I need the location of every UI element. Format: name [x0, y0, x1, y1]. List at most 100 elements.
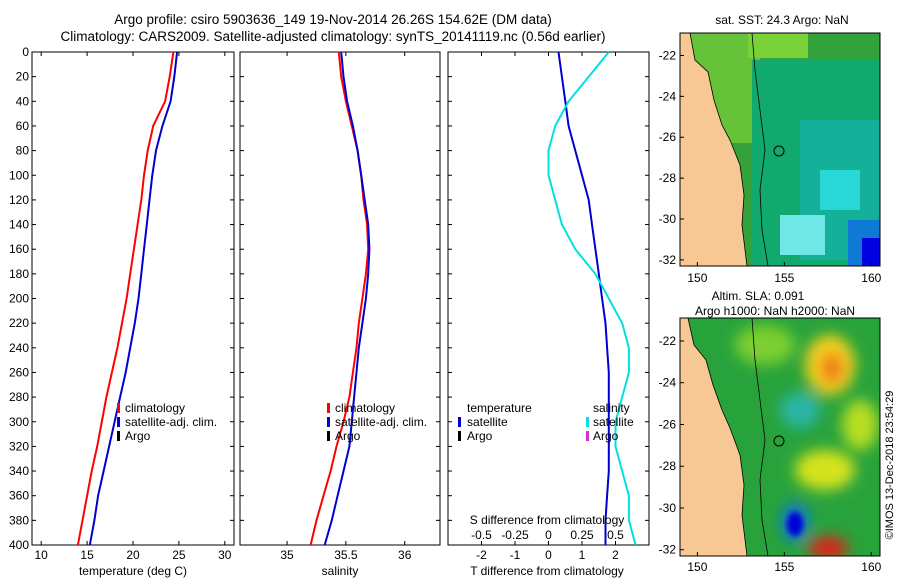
sla-map-ticks: 150 155 160 -22 -24 -26 -28 -30 -32 [659, 334, 882, 574]
legend-swatch-satellite [117, 417, 120, 427]
map-lon-label: 160 [861, 271, 881, 285]
salinity-legend: climatology satellite-adj. clim. Argo [327, 401, 427, 443]
legend-swatch-climatology [327, 403, 330, 413]
x-tick-label: 35 [280, 548, 294, 562]
salinity-difference-label: S difference from climatology [470, 513, 625, 527]
sla-deep-blue-core [787, 512, 803, 536]
legend-label-satellite: satellite-adj. clim. [335, 415, 427, 429]
legend-swatch-satellite [327, 417, 330, 427]
depth-tick-label: 240 [9, 341, 29, 355]
map-lon-label: 160 [861, 560, 881, 574]
depth-tick-label: 340 [9, 464, 29, 478]
salinity-diff-tick-label: 0.25 [570, 528, 594, 542]
sst-darkblue-patch [862, 238, 880, 266]
map-lat-label: -26 [659, 417, 677, 431]
legend-label-s-argo: Argo [593, 429, 619, 443]
depth-tick-label: 320 [9, 439, 29, 453]
sst-cyan-patch-1 [820, 170, 860, 210]
salinity-xlabel: salinity [322, 564, 359, 578]
legend-label-climatology: climatology [335, 401, 395, 415]
x-tick-label: 35.5 [334, 548, 358, 562]
depth-tick-label: 40 [16, 94, 30, 108]
x-tick-label: 20 [126, 548, 140, 562]
legend-title-temperature: temperature [467, 401, 532, 415]
salinity-diff-tick-label: -0.5 [471, 528, 492, 542]
title-line-2: Climatology: CARS2009. Satellite-adjuste… [60, 29, 605, 44]
map-lat-label: -28 [659, 459, 677, 473]
series-line-climatology [76, 51, 175, 545]
x-tick-label: 36 [398, 548, 412, 562]
depth-tick-label: 180 [9, 267, 29, 281]
salinity-diff-tick-label: 0.5 [607, 528, 624, 542]
sst-map [680, 33, 880, 266]
depth-tick-label: 20 [16, 70, 30, 84]
map-lat-label: -22 [659, 48, 677, 62]
legend-label-t-satellite: satellite [467, 415, 508, 429]
x-tick-label: 1 [579, 548, 586, 562]
depth-tick-label: 360 [9, 489, 29, 503]
legend-label-argo: Argo [335, 429, 361, 443]
temperature-x-ticks: 10 15 20 25 30 [35, 52, 232, 562]
map-lat-label: -30 [659, 501, 677, 515]
sla-south-yellow-blob [795, 450, 855, 490]
sst-cyan-patch-2 [780, 215, 825, 255]
legend-label-t-argo: Argo [467, 429, 493, 443]
map-lat-label: -30 [659, 212, 677, 226]
salinity-diff-tick-label: -0.25 [501, 528, 529, 542]
legend-label-climatology: climatology [125, 401, 185, 415]
legend-label-s-satellite: satellite [593, 415, 634, 429]
map-lon-label: 150 [687, 271, 707, 285]
depth-tick-label: 380 [9, 513, 29, 527]
depth-tick-label: 260 [9, 365, 29, 379]
legend-swatch-argo [117, 431, 120, 441]
legend-swatch-argo [327, 431, 330, 441]
x-tick-label: -1 [510, 548, 521, 562]
series-line-climatology [309, 51, 370, 545]
title-line-1: Argo profile: csiro 5903636_149 19-Nov-2… [114, 12, 552, 27]
depth-tick-label: 280 [9, 390, 29, 404]
depth-tick-label: 200 [9, 292, 29, 306]
series-line-satellite-adj-clim- [323, 51, 371, 545]
map-lat-label: -26 [659, 130, 677, 144]
map-lon-label: 150 [687, 560, 707, 574]
depth-tick-label: 120 [9, 193, 29, 207]
imos-stamp: ©IMOS 13-Dec-2018 23:54:29 [884, 391, 896, 540]
argo-location-marker [773, 145, 785, 157]
series-line-salinity-satellite [547, 51, 637, 545]
legend-label-satellite: satellite-adj. clim. [125, 415, 217, 429]
temperature-legend: climatology satellite-adj. clim. Argo [117, 401, 217, 443]
sla-land-australia [680, 318, 748, 556]
map-lat-label: -24 [659, 89, 677, 103]
map-lon-label: 155 [774, 560, 794, 574]
x-tick-label: 30 [218, 548, 232, 562]
sst-bathymetry-contour [751, 33, 769, 266]
depth-tick-label: 160 [9, 242, 29, 256]
series-line-temperature-satellite [557, 51, 610, 545]
sst-map-title: sat. SST: 24.3 Argo: NaN [715, 13, 848, 27]
sla-teal-blob [780, 392, 820, 428]
sla-map-title-1: Altim. SLA: 0.091 [712, 289, 805, 303]
argo-location-marker [773, 435, 785, 447]
x-tick-label: 10 [35, 548, 49, 562]
salinity-diff-tick-label: 0 [545, 528, 552, 542]
sla-east-blob [842, 400, 878, 450]
difference-x-ticks: -2 -1 0 1 2 [476, 52, 619, 562]
legend-swatch-s-argo [586, 431, 589, 441]
map-lat-label: -32 [659, 543, 677, 557]
sla-orange-blob [820, 352, 844, 384]
sla-map [680, 318, 880, 556]
difference-panel-frame [447, 51, 650, 546]
sla-map-title-2: Argo h1000: NaN h2000: NaN [695, 304, 855, 318]
sla-bathymetry-contour [751, 318, 769, 556]
legend-title-salinity: salinity [593, 401, 630, 415]
sst-map-frame [679, 32, 881, 267]
x-tick-label: 2 [612, 548, 619, 562]
sst-map-ticks: 150 155 160 -22 -24 -26 -28 -30 -32 [659, 48, 882, 285]
map-lat-label: -22 [659, 334, 677, 348]
legend-swatch-s-satellite [586, 417, 589, 427]
map-lon-label: 155 [774, 271, 794, 285]
depth-tick-label: 220 [9, 316, 29, 330]
difference-xlabel: T difference from climatology [470, 564, 624, 578]
